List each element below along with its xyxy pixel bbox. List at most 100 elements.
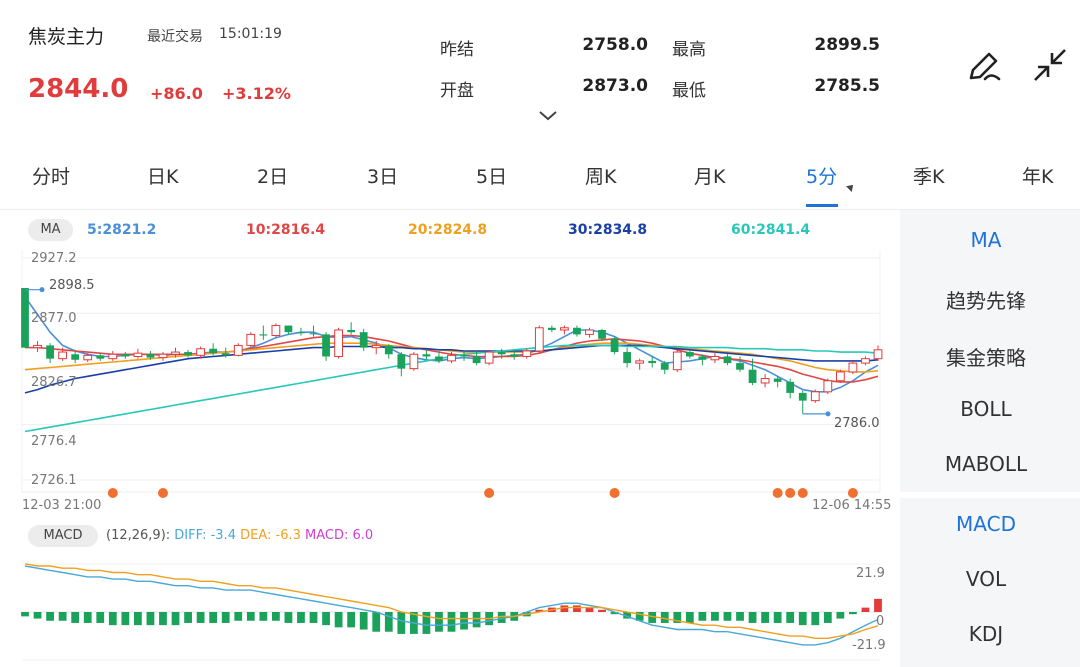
tab-timeshare[interactable]: 分时: [32, 166, 71, 188]
macd-histogram-bar: [811, 612, 820, 626]
candle-body-down: [71, 354, 80, 360]
candle-body-down: [723, 356, 732, 364]
price-axis-label: 2826.7: [31, 375, 77, 390]
price-axis-label: 2877.0: [31, 311, 77, 326]
draw-pen-icon[interactable]: [965, 48, 1003, 86]
candle-body-down: [573, 327, 581, 335]
candle-body-down: [309, 333, 318, 335]
indicator-ma[interactable]: MA: [970, 228, 1002, 252]
candle-body-up: [710, 355, 720, 361]
candle-body-up: [158, 353, 168, 359]
macd-histogram-bar: [585, 607, 594, 612]
macd-histogram-bar: [384, 612, 393, 632]
candle-body-up: [635, 360, 645, 364]
macd-indicator-pill[interactable]: MACD: [28, 525, 98, 547]
macd-histogram-bar: [83, 612, 92, 623]
macd-histogram-bar: [334, 612, 343, 628]
macd-histogram-bar: [497, 612, 506, 623]
macd-histogram-bar: [209, 612, 218, 623]
macd-histogram-bar: [309, 612, 318, 623]
candle-body-up: [83, 354, 93, 361]
candle-body-up: [760, 378, 770, 384]
macd-histogram-bar: [610, 612, 619, 615]
indicator-maboll[interactable]: MABOLL: [944, 452, 1028, 476]
candle-body-up: [672, 351, 682, 371]
macd-chart[interactable]: [0, 555, 900, 665]
macd-histogram-bar: [460, 612, 468, 630]
candle-body-down: [660, 363, 669, 370]
event-dot: [609, 488, 620, 498]
candle-body-up: [271, 325, 281, 336]
high-marker-label: 2898.5: [49, 278, 95, 293]
trade-time: 15:01:19: [219, 26, 282, 42]
indicator-gold-strategy[interactable]: 集金策略: [946, 346, 1026, 370]
macd-histogram-bar: [422, 612, 431, 634]
candle-body-down: [685, 352, 694, 357]
indicator-trend-pioneer[interactable]: 趋势先锋: [946, 289, 1026, 313]
macd-histogram-bar: [359, 612, 368, 630]
tab-month-k[interactable]: 月K: [694, 166, 726, 188]
last-price: 2844.0: [28, 74, 129, 104]
indicator-boll[interactable]: BOLL: [960, 397, 1012, 421]
candle-body-up: [233, 344, 243, 356]
stat-value-high: 2899.5: [814, 35, 880, 55]
stat-label-low: 最低: [672, 81, 706, 101]
candle-body-up: [196, 348, 206, 356]
tab-5-minute[interactable]: 5分: [806, 166, 838, 188]
candle-body-up: [848, 362, 858, 373]
indicator-kdj[interactable]: KDJ: [968, 622, 1004, 646]
tab-week-k[interactable]: 周K: [585, 166, 617, 188]
stat-value-open: 2873.0: [582, 76, 648, 96]
macd-histogram-bar: [108, 612, 117, 626]
collapse-icon[interactable]: [1031, 46, 1069, 84]
macd-histogram-bar: [134, 612, 142, 626]
macd-histogram-bar: [347, 612, 356, 628]
macd-histogram-bar: [560, 605, 569, 612]
event-dot: [484, 488, 495, 498]
tab-5-day[interactable]: 5日: [476, 166, 508, 188]
candle-body-down: [648, 360, 657, 364]
dropdown-caret-icon[interactable]: [846, 182, 856, 192]
macd-dea-value: DEA: -6.3: [240, 528, 301, 543]
macd-histogram-bar: [33, 612, 42, 619]
time-axis-end: 12-06 14:55: [812, 498, 892, 513]
macd-histogram-bar: [159, 612, 167, 626]
candle-body-down: [359, 332, 368, 348]
macd-histogram-bar: [786, 612, 795, 623]
event-dot: [785, 488, 796, 498]
candle-body-up: [484, 351, 494, 364]
macd-histogram-bar: [723, 612, 732, 621]
tab-2-day[interactable]: 2日: [257, 166, 289, 188]
tab-day-k[interactable]: 日K: [147, 166, 179, 188]
macd-macd-value: MACD: 6.0: [305, 528, 374, 543]
ma30-value: 30:2834.8: [568, 222, 648, 238]
macd-histogram-bar: [673, 612, 682, 623]
macd-histogram-bar: [798, 612, 807, 626]
macd-legend: (12,26,9): DIFF: -3.4 DEA: -6.3 MACD: 6.…: [106, 528, 373, 543]
macd-axis-label: 21.9: [856, 566, 885, 581]
indicator-macd[interactable]: MACD: [956, 512, 1016, 536]
event-dot: [797, 488, 808, 498]
low-marker-label: 2786.0: [834, 416, 880, 431]
candle-body-down: [121, 354, 130, 357]
macd-histogram-bar: [58, 612, 67, 621]
chevron-down-icon[interactable]: [538, 110, 558, 122]
indicator-vol[interactable]: VOL: [965, 567, 1007, 591]
ma10-value: 10:2816.4: [246, 222, 326, 238]
candle-body-down: [773, 378, 782, 382]
tab-season-k[interactable]: 季K: [913, 166, 945, 188]
macd-histogram-bar: [21, 612, 29, 617]
price-change-percent: +3.12%: [222, 84, 291, 103]
candle-body-down: [623, 352, 632, 364]
macd-histogram-bar: [698, 612, 707, 621]
macd-histogram-bar: [635, 612, 644, 621]
macd-histogram-bar: [46, 612, 54, 621]
candle-body-down: [221, 353, 230, 356]
kline-chart[interactable]: [0, 240, 900, 520]
low-marker-dot: [825, 411, 831, 417]
candle-body-down: [698, 356, 707, 360]
tab-year-k[interactable]: 年K: [1022, 166, 1054, 188]
macd-axis-label: -21.9: [852, 638, 886, 653]
ma-indicator-pill[interactable]: MA: [28, 219, 73, 241]
tab-3-day[interactable]: 3日: [367, 166, 399, 188]
